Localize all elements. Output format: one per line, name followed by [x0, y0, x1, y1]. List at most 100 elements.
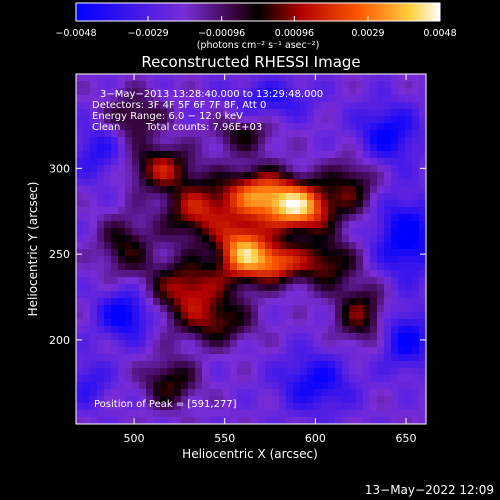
heatmap-cell [153, 256, 161, 264]
heatmap-cell [384, 354, 392, 362]
heatmap-cell [237, 396, 245, 404]
heatmap-cell [279, 298, 287, 306]
heatmap-cell [160, 326, 168, 334]
heatmap-cell [272, 403, 280, 411]
heatmap-cell [244, 95, 252, 103]
heatmap-cell [384, 284, 392, 292]
heatmap-cell [412, 214, 420, 222]
heatmap-cell [335, 242, 343, 250]
heatmap-cell [90, 186, 98, 194]
heatmap-cell [83, 368, 91, 376]
heatmap-cell [412, 354, 420, 362]
heatmap-cell [419, 221, 426, 229]
heatmap-cell [286, 74, 294, 82]
heatmap-cell [139, 130, 147, 138]
heatmap-cell [307, 193, 315, 201]
heatmap-cell [237, 340, 245, 348]
heatmap-cell [335, 403, 343, 411]
heatmap-cell [139, 221, 147, 229]
heatmap-cell [349, 74, 357, 82]
heatmap-cell [209, 200, 217, 208]
heatmap-cell [104, 368, 112, 376]
heatmap-cell [174, 396, 182, 404]
heatmap-cell [272, 165, 280, 173]
heatmap-cell [230, 165, 238, 173]
heatmap-cell [216, 130, 224, 138]
heatmap-cell [321, 249, 329, 257]
heatmap-cell [398, 417, 406, 424]
heatmap-cell [174, 200, 182, 208]
heatmap-cell [342, 130, 350, 138]
heatmap-cell [237, 319, 245, 327]
heatmap-cell [76, 235, 84, 243]
heatmap-cell [258, 403, 266, 411]
heatmap-cell [321, 165, 329, 173]
heatmap-cell [293, 333, 301, 341]
heatmap-cell [412, 319, 420, 327]
heatmap-cell [377, 137, 385, 145]
heatmap-cell [244, 116, 252, 124]
heatmap-cell [111, 235, 119, 243]
heatmap-cell [398, 333, 406, 341]
heatmap-cell [405, 144, 413, 152]
heatmap-cell [258, 242, 266, 250]
heatmap-cell [244, 172, 252, 180]
heatmap-cell [384, 403, 392, 411]
heatmap-cell [209, 333, 217, 341]
heatmap-cell [307, 417, 315, 424]
heatmap-cell [146, 382, 154, 390]
heatmap-cell [97, 263, 105, 271]
heatmap-cell [363, 277, 371, 285]
heatmap-cell [377, 361, 385, 369]
heatmap-cell [223, 186, 231, 194]
heatmap-cell [363, 207, 371, 215]
heatmap-cell [377, 95, 385, 103]
heatmap-cell [419, 361, 426, 369]
heatmap-cell [412, 158, 420, 166]
heatmap-cell [258, 130, 266, 138]
heatmap-cell [167, 396, 175, 404]
heatmap-cell [307, 347, 315, 355]
heatmap-cell [76, 200, 84, 208]
heatmap-cell [139, 382, 147, 390]
heatmap-cell [90, 277, 98, 285]
heatmap-cell [237, 214, 245, 222]
heatmap-cell [349, 102, 357, 110]
heatmap-cell [342, 305, 350, 313]
heatmap-cell [286, 242, 294, 250]
heatmap-cell [370, 207, 378, 215]
heatmap-cell [230, 74, 238, 82]
heatmap-cell [258, 116, 266, 124]
heatmap-cell [83, 130, 91, 138]
heatmap-cell [412, 382, 420, 390]
heatmap-cell [398, 193, 406, 201]
heatmap-cell [342, 102, 350, 110]
heatmap-cell [391, 410, 399, 418]
heatmap-cell [125, 354, 133, 362]
heatmap-cell [279, 207, 287, 215]
heatmap-cell [153, 165, 161, 173]
heatmap-cell [272, 123, 280, 131]
heatmap-cell [104, 123, 112, 131]
heatmap-cell [293, 368, 301, 376]
heatmap-cell [167, 284, 175, 292]
heatmap-cell [272, 144, 280, 152]
heatmap-cell [349, 165, 357, 173]
heatmap-cell [349, 291, 357, 299]
heatmap-cell [111, 410, 119, 418]
heatmap-cell [293, 249, 301, 257]
heatmap-cell [265, 88, 273, 96]
heatmap-cell [307, 221, 315, 229]
heatmap-cell [356, 396, 364, 404]
heatmap-cell [146, 298, 154, 306]
heatmap-cell [188, 249, 196, 257]
heatmap-cell [384, 123, 392, 131]
heatmap-cell [244, 333, 252, 341]
heatmap-cell [251, 333, 259, 341]
heatmap-cell [181, 102, 189, 110]
heatmap-cell [160, 172, 168, 180]
heatmap-cell [363, 172, 371, 180]
heatmap-cell [188, 333, 196, 341]
heatmap-cell [209, 172, 217, 180]
heatmap-cell [300, 270, 308, 278]
